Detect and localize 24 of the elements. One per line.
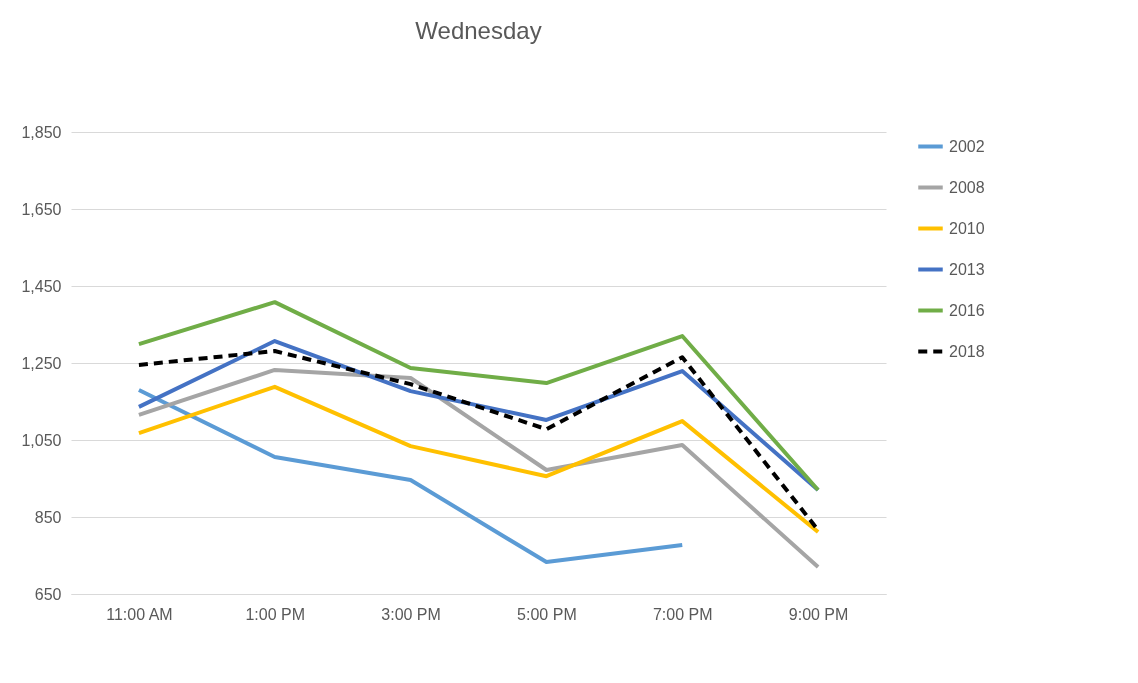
y-tick-label: 650 [34,585,62,603]
y-tick-label: 850 [34,508,62,526]
legend-label: 2008 [949,178,985,196]
y-tick-label: 1,450 [21,277,62,295]
legend-label: 2016 [949,301,985,319]
legend-label: 2013 [949,260,985,278]
x-tick-label: 1:00 PM [245,605,306,623]
chart-title: Wednesday [415,17,542,44]
y-tick-label: 1,250 [21,354,62,372]
legend-label: 2018 [949,342,985,360]
x-tick-label: 5:00 PM [517,605,577,623]
line-series [136,387,685,565]
line-series [136,367,821,570]
legend-label: 2010 [949,219,985,237]
x-tick-label: 7:00 PM [652,605,713,623]
x-tick-label: 3:00 PM [381,605,441,623]
line-series [136,300,821,493]
x-tick-label: 9:00 PM [788,605,849,623]
y-tick-label: 1,050 [21,431,62,449]
y-tick-label: 1,850 [21,123,62,141]
line-series [136,384,821,535]
x-tick-label: 11:00 AM [106,605,173,623]
y-tick-label: 1,650 [21,200,62,218]
legend-label: 2002 [949,137,985,155]
